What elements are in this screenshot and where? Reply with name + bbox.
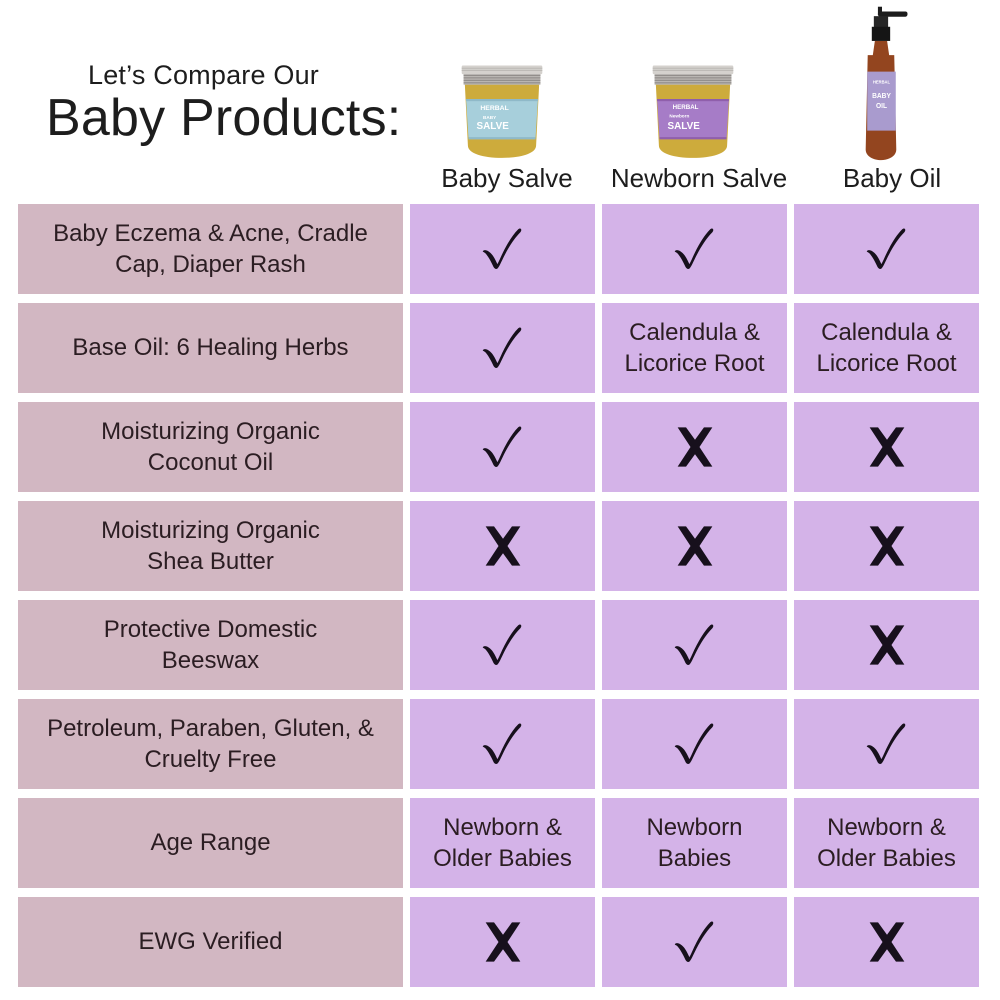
svg-text:Newborn: Newborn [669, 114, 689, 119]
svg-text:SALVE: SALVE [668, 121, 701, 132]
svg-text:HERBAL: HERBAL [673, 104, 699, 111]
svg-text:BABY: BABY [483, 115, 497, 120]
svg-text:BABY: BABY [872, 92, 891, 101]
svg-text:HERBAL: HERBAL [873, 79, 890, 84]
svg-text:HERBAL: HERBAL [480, 105, 508, 112]
svg-text:SALVE: SALVE [477, 121, 510, 132]
svg-text:OIL: OIL [876, 102, 888, 111]
